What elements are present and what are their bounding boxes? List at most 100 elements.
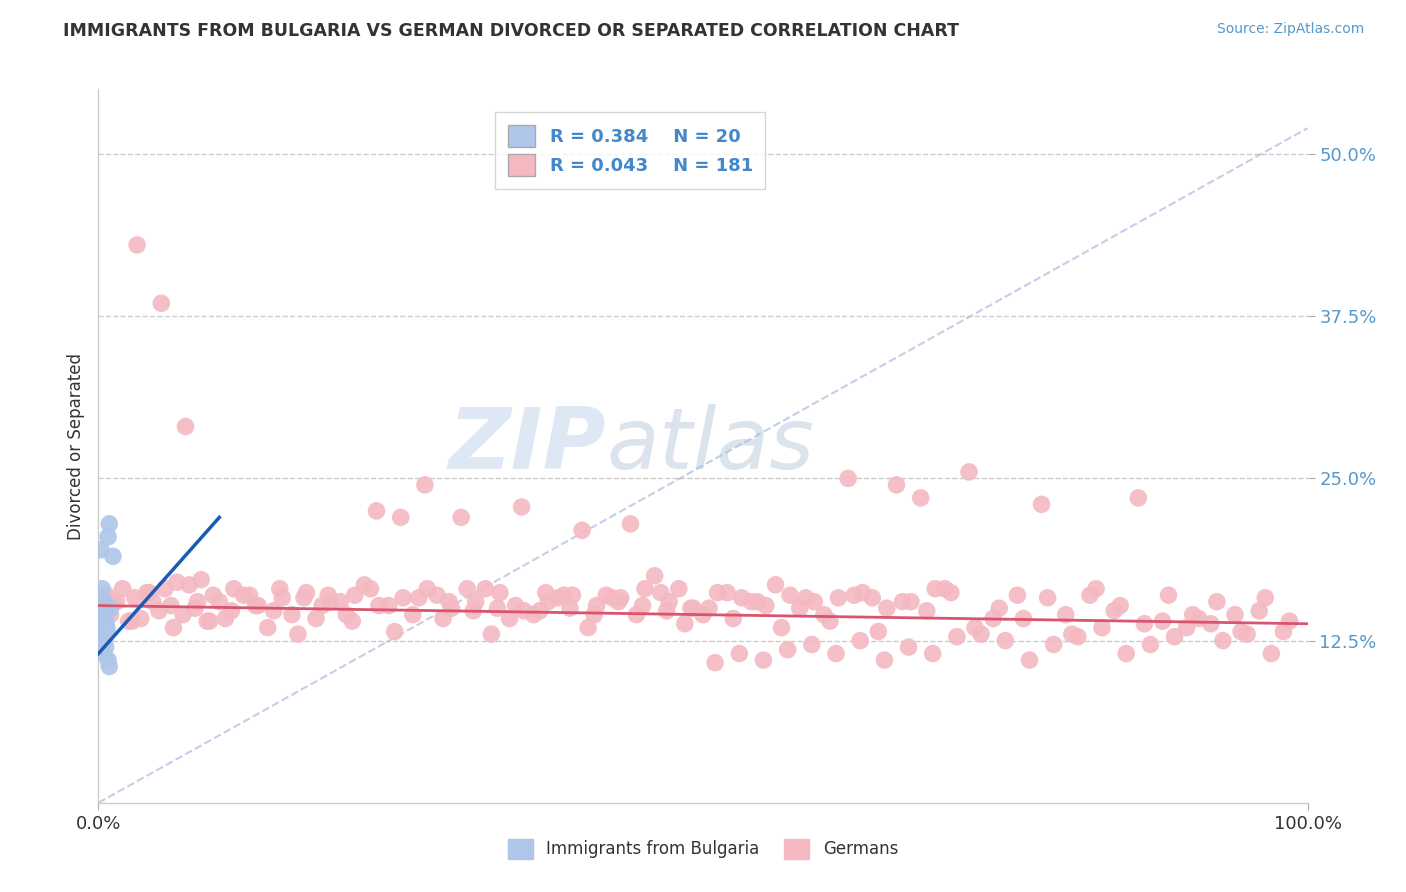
- Point: [440, 601, 463, 615]
- Point: [94, 614, 117, 628]
- Point: [970, 627, 993, 641]
- Point: [981, 611, 1004, 625]
- Point: [1139, 638, 1161, 652]
- Point: [97, 653, 120, 667]
- Point: [1254, 591, 1277, 605]
- Point: [789, 601, 811, 615]
- Point: [366, 504, 388, 518]
- Point: [105, 595, 128, 609]
- Point: [1152, 614, 1174, 628]
- Point: [150, 296, 173, 310]
- Point: [463, 604, 485, 618]
- Text: atlas: atlas: [606, 404, 814, 488]
- Point: [924, 582, 946, 596]
- Point: [377, 599, 399, 613]
- Point: [91, 582, 114, 596]
- Point: [208, 595, 231, 609]
- Point: [1157, 588, 1180, 602]
- Point: [731, 591, 754, 605]
- Point: [91, 601, 114, 615]
- Point: [770, 621, 793, 635]
- Point: [93, 595, 115, 609]
- Point: [153, 582, 176, 596]
- Point: [1181, 607, 1204, 622]
- Point: [91, 647, 114, 661]
- Point: [704, 656, 727, 670]
- Point: [965, 621, 987, 635]
- Point: [765, 578, 787, 592]
- Point: [1206, 595, 1229, 609]
- Point: [90, 542, 112, 557]
- Point: [583, 607, 606, 622]
- Point: [247, 599, 270, 613]
- Point: [98, 659, 121, 673]
- Point: [214, 611, 236, 625]
- Point: [1067, 630, 1090, 644]
- Point: [837, 471, 859, 485]
- Point: [1109, 599, 1132, 613]
- Point: [1091, 621, 1114, 635]
- Point: [692, 607, 714, 622]
- Point: [190, 573, 212, 587]
- Point: [939, 585, 962, 599]
- Point: [776, 642, 799, 657]
- Point: [650, 585, 672, 599]
- Point: [1249, 604, 1271, 618]
- Point: [679, 601, 702, 615]
- Point: [852, 585, 875, 599]
- Point: [755, 599, 778, 613]
- Point: [534, 585, 557, 599]
- Point: [179, 578, 201, 592]
- Point: [849, 633, 872, 648]
- Point: [813, 607, 835, 622]
- Point: [474, 582, 496, 596]
- Point: [166, 575, 188, 590]
- Point: [1199, 616, 1222, 631]
- Point: [256, 621, 278, 635]
- Point: [408, 591, 430, 605]
- Point: [825, 647, 848, 661]
- Point: [184, 601, 207, 615]
- Point: [716, 585, 738, 599]
- Point: [96, 588, 118, 602]
- Point: [523, 607, 546, 622]
- Point: [1085, 582, 1108, 596]
- Point: [98, 516, 121, 531]
- Point: [571, 524, 593, 538]
- Point: [481, 627, 503, 641]
- Point: [1115, 647, 1137, 661]
- Point: [860, 591, 883, 605]
- Point: [198, 614, 221, 628]
- Point: [94, 616, 117, 631]
- Point: [93, 604, 115, 618]
- Point: [868, 624, 890, 639]
- Point: [1223, 607, 1246, 622]
- Point: [900, 595, 922, 609]
- Y-axis label: Divorced or Separated: Divorced or Separated: [66, 352, 84, 540]
- Point: [537, 595, 560, 609]
- Point: [127, 238, 149, 252]
- Point: [1278, 614, 1301, 628]
- Point: [94, 640, 117, 654]
- Point: [619, 516, 641, 531]
- Point: [644, 568, 666, 582]
- Point: [100, 607, 122, 622]
- Point: [915, 604, 938, 618]
- Point: [384, 624, 406, 639]
- Text: ZIP: ZIP: [449, 404, 606, 488]
- Point: [121, 614, 143, 628]
- Point: [271, 591, 294, 605]
- Point: [432, 611, 454, 625]
- Point: [1007, 588, 1029, 602]
- Point: [111, 582, 134, 596]
- Point: [1018, 653, 1040, 667]
- Point: [1212, 633, 1234, 648]
- Legend: R = 0.384    N = 20, R = 0.043    N = 181: R = 0.384 N = 20, R = 0.043 N = 181: [495, 112, 765, 189]
- Point: [464, 595, 486, 609]
- Point: [1133, 616, 1156, 631]
- Point: [222, 582, 245, 596]
- Point: [585, 599, 607, 613]
- Point: [921, 647, 943, 661]
- Point: [368, 599, 391, 613]
- Point: [160, 599, 183, 613]
